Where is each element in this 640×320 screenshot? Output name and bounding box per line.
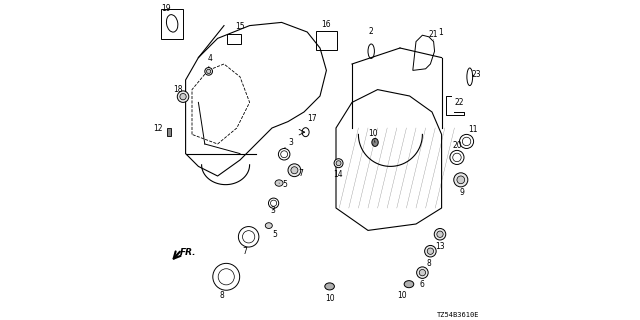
Ellipse shape [266, 223, 273, 228]
Ellipse shape [275, 180, 283, 186]
Text: 3: 3 [284, 138, 293, 148]
Ellipse shape [324, 283, 335, 290]
Text: 11: 11 [468, 125, 477, 134]
Text: 12: 12 [154, 124, 163, 132]
Text: 6: 6 [420, 280, 425, 289]
Circle shape [457, 176, 465, 184]
Circle shape [334, 159, 343, 168]
Text: TZ54B3610E: TZ54B3610E [437, 312, 479, 318]
Text: 19: 19 [161, 4, 172, 13]
Text: 18: 18 [173, 85, 182, 94]
Text: 7: 7 [243, 247, 247, 256]
Text: 15: 15 [234, 22, 245, 34]
Circle shape [428, 248, 433, 254]
Circle shape [205, 68, 212, 75]
Text: 21: 21 [428, 30, 438, 39]
Circle shape [336, 161, 341, 166]
Text: 5: 5 [279, 180, 287, 189]
Ellipse shape [372, 138, 378, 147]
Ellipse shape [404, 281, 414, 288]
Text: 2: 2 [368, 27, 373, 36]
Text: 9: 9 [460, 188, 465, 197]
Text: 17: 17 [307, 114, 317, 123]
Circle shape [288, 164, 301, 177]
Text: FR.: FR. [180, 248, 196, 257]
Circle shape [207, 69, 211, 74]
Circle shape [291, 167, 298, 174]
FancyBboxPatch shape [166, 128, 170, 136]
Text: 8: 8 [219, 291, 224, 300]
Text: 8: 8 [426, 259, 431, 268]
Text: 14: 14 [333, 170, 342, 179]
Text: 10: 10 [368, 129, 378, 142]
Text: 5: 5 [272, 230, 277, 239]
Text: 7: 7 [298, 169, 303, 178]
Circle shape [417, 267, 428, 278]
Text: 1: 1 [434, 28, 443, 40]
Circle shape [437, 231, 443, 237]
Circle shape [177, 91, 189, 102]
Circle shape [435, 228, 445, 240]
Text: 20: 20 [452, 141, 463, 150]
Circle shape [425, 245, 436, 257]
Circle shape [419, 269, 426, 276]
Circle shape [180, 93, 186, 100]
Text: 4: 4 [208, 54, 213, 68]
Text: 10: 10 [397, 291, 406, 300]
Text: 23: 23 [472, 70, 482, 79]
Text: 22: 22 [454, 98, 464, 107]
Circle shape [454, 173, 468, 187]
Text: 16: 16 [322, 20, 332, 29]
Text: 13: 13 [435, 242, 445, 251]
Text: 3: 3 [270, 206, 275, 215]
Text: 10: 10 [324, 294, 335, 303]
